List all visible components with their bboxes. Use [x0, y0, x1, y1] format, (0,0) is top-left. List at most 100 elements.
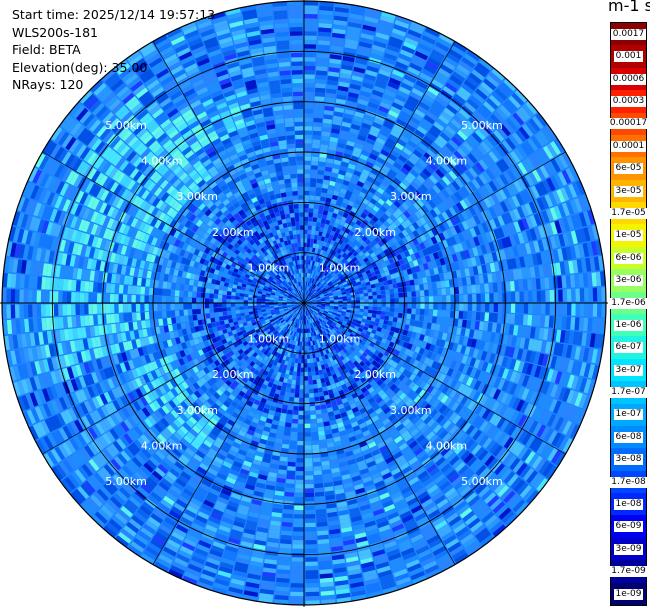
range-gate-cell — [374, 229, 381, 237]
range-gate-cell — [380, 149, 390, 157]
range-gate-cell — [491, 272, 497, 283]
range-gate-cell — [488, 180, 498, 192]
range-gate-cell — [475, 339, 482, 349]
range-gate-cell — [292, 375, 297, 381]
range-gate-cell — [418, 389, 427, 398]
range-gate-cell — [335, 237, 341, 243]
range-gate-cell — [325, 219, 331, 225]
range-gate-cell — [416, 125, 428, 135]
range-gate-cell — [346, 279, 352, 284]
range-gate-cell — [488, 94, 502, 107]
range-gate-cell — [477, 330, 483, 340]
range-gate-cell — [347, 348, 353, 355]
range-gate-cell — [313, 279, 317, 285]
range-gate-cell — [308, 292, 312, 296]
range-gate-cell — [383, 121, 394, 130]
range-gate-cell — [499, 158, 510, 171]
range-gate-cell — [438, 114, 450, 125]
range-gate-cell — [408, 337, 415, 345]
range-gate-cell — [345, 288, 350, 292]
range-gate-cell — [371, 262, 377, 268]
range-gate-cell — [382, 385, 390, 393]
range-gate-cell — [473, 330, 479, 339]
range-gate-cell — [449, 287, 455, 295]
range-gate-cell — [416, 227, 424, 236]
range-gate-cell — [347, 136, 357, 143]
range-gate-cell — [360, 172, 368, 180]
range-gate-cell — [461, 436, 472, 447]
range-gate-cell — [304, 5, 318, 10]
range-gate-cell — [383, 396, 391, 404]
range-gate-cell — [307, 297, 312, 301]
range-gate-cell — [415, 290, 421, 297]
range-gate-cell — [465, 218, 474, 229]
range-gate-cell — [330, 285, 335, 290]
range-gate-cell — [362, 183, 371, 191]
range-gate-cell — [388, 284, 394, 290]
range-gate-cell — [333, 159, 342, 166]
range-gate-cell — [558, 154, 569, 169]
range-gate-cell — [421, 440, 431, 450]
range-gate-cell — [453, 278, 459, 287]
range-gate-cell — [390, 222, 398, 230]
range-gate-cell — [373, 40, 387, 49]
range-gate-cell — [414, 284, 420, 291]
range-gate-cell — [393, 24, 408, 33]
range-gate-cell — [557, 171, 568, 186]
range-gate-cell — [312, 299, 317, 301]
range-gate-cell — [307, 291, 310, 296]
range-gate-cell — [326, 215, 332, 221]
range-gate-cell — [484, 455, 496, 467]
range-gate-cell — [457, 464, 469, 476]
range-gate-cell — [350, 346, 356, 352]
range-gate-cell — [377, 372, 385, 379]
range-gate-cell — [364, 141, 374, 149]
range-gate-cell — [315, 257, 319, 262]
range-gate-cell — [403, 303, 408, 308]
range-gate-cell — [570, 274, 576, 288]
range-gate-cell — [369, 53, 383, 61]
range-gate-cell — [314, 234, 318, 240]
range-gate-cell — [566, 216, 575, 231]
range-gate-cell — [431, 78, 444, 89]
range-gate-cell — [512, 499, 526, 513]
range-gate-cell — [283, 509, 294, 515]
range-gate-cell — [304, 432, 311, 437]
range-gate-cell — [324, 295, 329, 298]
range-gate-cell — [314, 310, 319, 314]
range-gate-cell — [397, 381, 405, 390]
range-gate-cell — [404, 199, 413, 208]
range-gate-cell — [390, 192, 399, 200]
range-gate-cell — [304, 484, 314, 489]
range-gate-cell — [348, 317, 354, 322]
range-gate-cell — [298, 423, 304, 429]
range-gate-cell — [320, 236, 325, 242]
range-gate-cell — [347, 303, 352, 306]
range-gate-cell — [442, 60, 456, 71]
range-gate-cell — [314, 280, 318, 285]
range-gate-cell — [415, 80, 428, 90]
range-gate-cell — [307, 225, 312, 230]
range-gate-cell — [536, 478, 549, 492]
range-gate-cell — [437, 213, 446, 223]
range-gate-cell — [374, 236, 381, 243]
range-gate-cell — [356, 242, 362, 248]
range-gate-cell — [466, 366, 474, 376]
range-gate-cell — [311, 283, 315, 288]
range-gate-cell — [475, 418, 485, 429]
range-gate-cell — [347, 200, 355, 207]
range-gate-cell — [320, 144, 329, 150]
range-gate-cell — [495, 323, 502, 333]
range-gate-cell — [286, 479, 295, 484]
range-gate-cell — [331, 272, 336, 277]
range-gate-cell — [347, 251, 353, 257]
range-gate-cell — [368, 153, 378, 161]
range-gate-cell — [308, 299, 313, 302]
range-gate-cell — [525, 350, 532, 363]
range-gate-cell — [317, 44, 330, 50]
range-gate-cell — [483, 78, 497, 91]
range-gate-cell — [461, 172, 471, 183]
range-gate-cell — [344, 243, 350, 250]
range-gate-cell — [293, 531, 304, 536]
range-gate-cell — [426, 211, 434, 221]
